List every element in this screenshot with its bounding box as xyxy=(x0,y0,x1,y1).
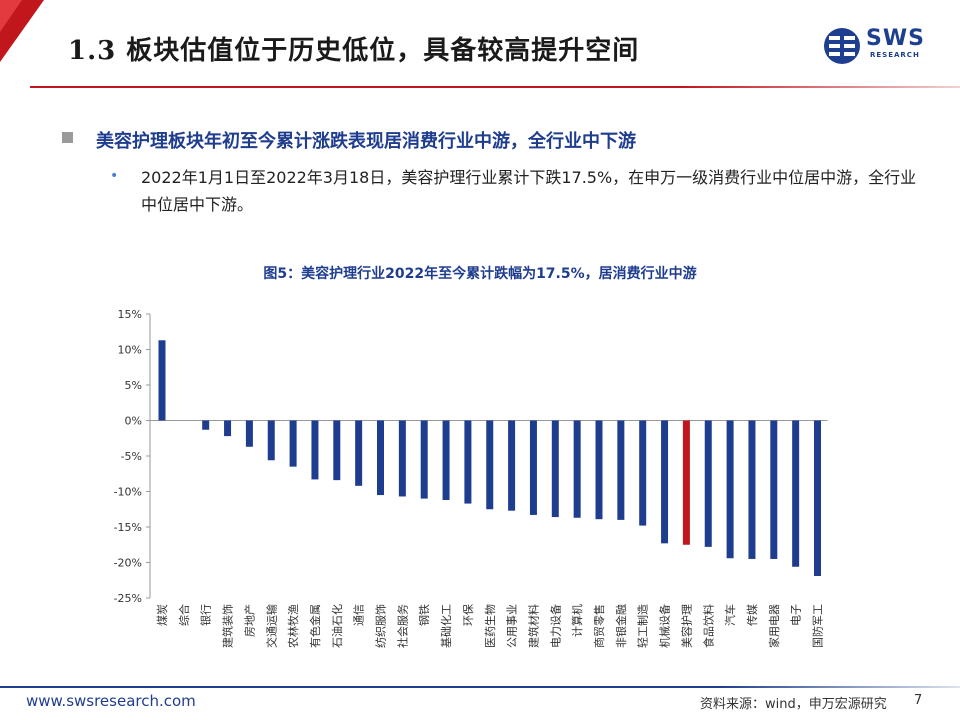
header-corner-accent xyxy=(0,0,22,32)
x-tick-label: 纺织服饰 xyxy=(374,604,388,648)
bar-2 xyxy=(202,420,210,430)
x-tick-label: 公用事业 xyxy=(506,604,519,648)
x-tick-label: 农林牧渔 xyxy=(286,604,300,648)
x-tick-label: 非银金融 xyxy=(614,604,628,648)
y-tick-label: -20% xyxy=(114,557,142,570)
bar-27 xyxy=(748,420,756,559)
x-tick-label: 计算机 xyxy=(570,604,584,637)
square-bullet-icon xyxy=(62,132,73,143)
x-tick-label: 通信 xyxy=(353,604,366,626)
logo-subtext: RESEARCH xyxy=(870,51,920,59)
chart-title: 图5：美容护理行业2022年至今累计跌幅为17.5%，居消费行业中游 xyxy=(263,266,697,282)
bar-10 xyxy=(377,420,384,496)
x-tick-label: 钢铁 xyxy=(418,604,431,626)
x-tick-label: 煤炭 xyxy=(156,604,169,626)
y-tick-label: 0% xyxy=(125,415,142,428)
page-number: 7 xyxy=(914,693,923,708)
bar-28 xyxy=(770,420,778,559)
bar-12 xyxy=(420,420,428,499)
x-tick-label: 机械设备 xyxy=(658,604,672,648)
bar-16 xyxy=(508,420,516,511)
bar-18 xyxy=(551,420,559,518)
dot-bullet-icon: • xyxy=(110,168,119,184)
sws-logo: SWS RESEARCH xyxy=(822,26,942,66)
x-tick-label: 轻工制造 xyxy=(636,604,650,648)
x-tick-label: 综合 xyxy=(177,604,191,626)
bar-23 xyxy=(661,420,669,544)
bar-15 xyxy=(486,420,494,510)
x-tick-label: 社会服务 xyxy=(395,604,409,648)
x-tick-label: 商贸零售 xyxy=(592,604,606,648)
bar-11 xyxy=(398,420,406,497)
x-tick-label: 银行 xyxy=(199,604,213,626)
bar-17 xyxy=(529,420,537,515)
x-tick-label: 电子 xyxy=(790,604,803,626)
y-tick-label: -5% xyxy=(121,450,142,463)
sws-logo-icon xyxy=(824,28,860,64)
bar-26 xyxy=(726,420,734,559)
x-tick-label: 家用电器 xyxy=(767,604,781,648)
footer-url-link[interactable]: www.swsresearch.com xyxy=(26,692,196,710)
x-tick-label: 基础化工 xyxy=(439,604,453,648)
bar-20 xyxy=(595,420,603,520)
bar-25 xyxy=(704,420,712,547)
x-tick-label: 交通运输 xyxy=(264,604,278,648)
sub-bullet-text: 2022年1月1日至2022年3月18日，美容护理行业累计下跌17.5%，在申万… xyxy=(141,168,917,214)
x-tick-label: 美容护理 xyxy=(679,604,693,648)
x-tick-label: 电力设备 xyxy=(548,604,562,648)
y-tick-label: -25% xyxy=(114,592,142,605)
bar-0 xyxy=(158,340,166,421)
x-tick-label: 房地产 xyxy=(242,604,256,637)
bar-30 xyxy=(814,420,821,576)
y-tick-label: -10% xyxy=(114,486,142,499)
x-tick-label: 食品饮料 xyxy=(701,604,715,648)
bar-24 xyxy=(682,420,690,545)
y-tick-label: -15% xyxy=(114,521,142,534)
x-tick-label: 汽车 xyxy=(723,604,737,626)
bar-6 xyxy=(289,420,297,467)
bar-4 xyxy=(245,420,253,447)
page-title: 1.3 板块估值位于历史低位，具备较高提升空间 xyxy=(68,36,640,66)
bar-7 xyxy=(311,420,319,480)
bar-9 xyxy=(355,420,363,486)
bar-19 xyxy=(573,420,581,518)
y-tick-label: 15% xyxy=(118,308,142,321)
bar-5 xyxy=(267,420,275,461)
x-tick-label: 有色金属 xyxy=(308,604,322,648)
bar-29 xyxy=(792,420,800,567)
x-tick-label: 环保 xyxy=(461,604,475,626)
x-tick-label: 医药生物 xyxy=(483,604,497,648)
x-tick-label: 国防军工 xyxy=(811,604,825,648)
y-tick-label: 5% xyxy=(125,379,142,392)
x-tick-label: 传媒 xyxy=(746,604,759,626)
bar-22 xyxy=(639,420,647,526)
main-bullet-text: 美容护理板块年初至今累计涨跌表现居消费行业中游，全行业中下游 xyxy=(96,131,636,152)
bar-21 xyxy=(617,420,625,520)
x-tick-label: 石油石化 xyxy=(330,604,344,648)
bar-14 xyxy=(464,420,472,504)
logo-text: SWS xyxy=(866,26,925,51)
bar-8 xyxy=(333,420,341,481)
footer-source: 资料来源：wind，申万宏源研究 xyxy=(700,697,887,712)
footer-divider xyxy=(0,686,960,688)
header-divider xyxy=(30,86,960,88)
x-tick-label: 建筑材料 xyxy=(526,604,540,648)
x-tick-label: 建筑装饰 xyxy=(221,604,235,648)
y-tick-label: 10% xyxy=(118,344,142,357)
bar-3 xyxy=(224,420,232,437)
bar-13 xyxy=(442,420,450,501)
